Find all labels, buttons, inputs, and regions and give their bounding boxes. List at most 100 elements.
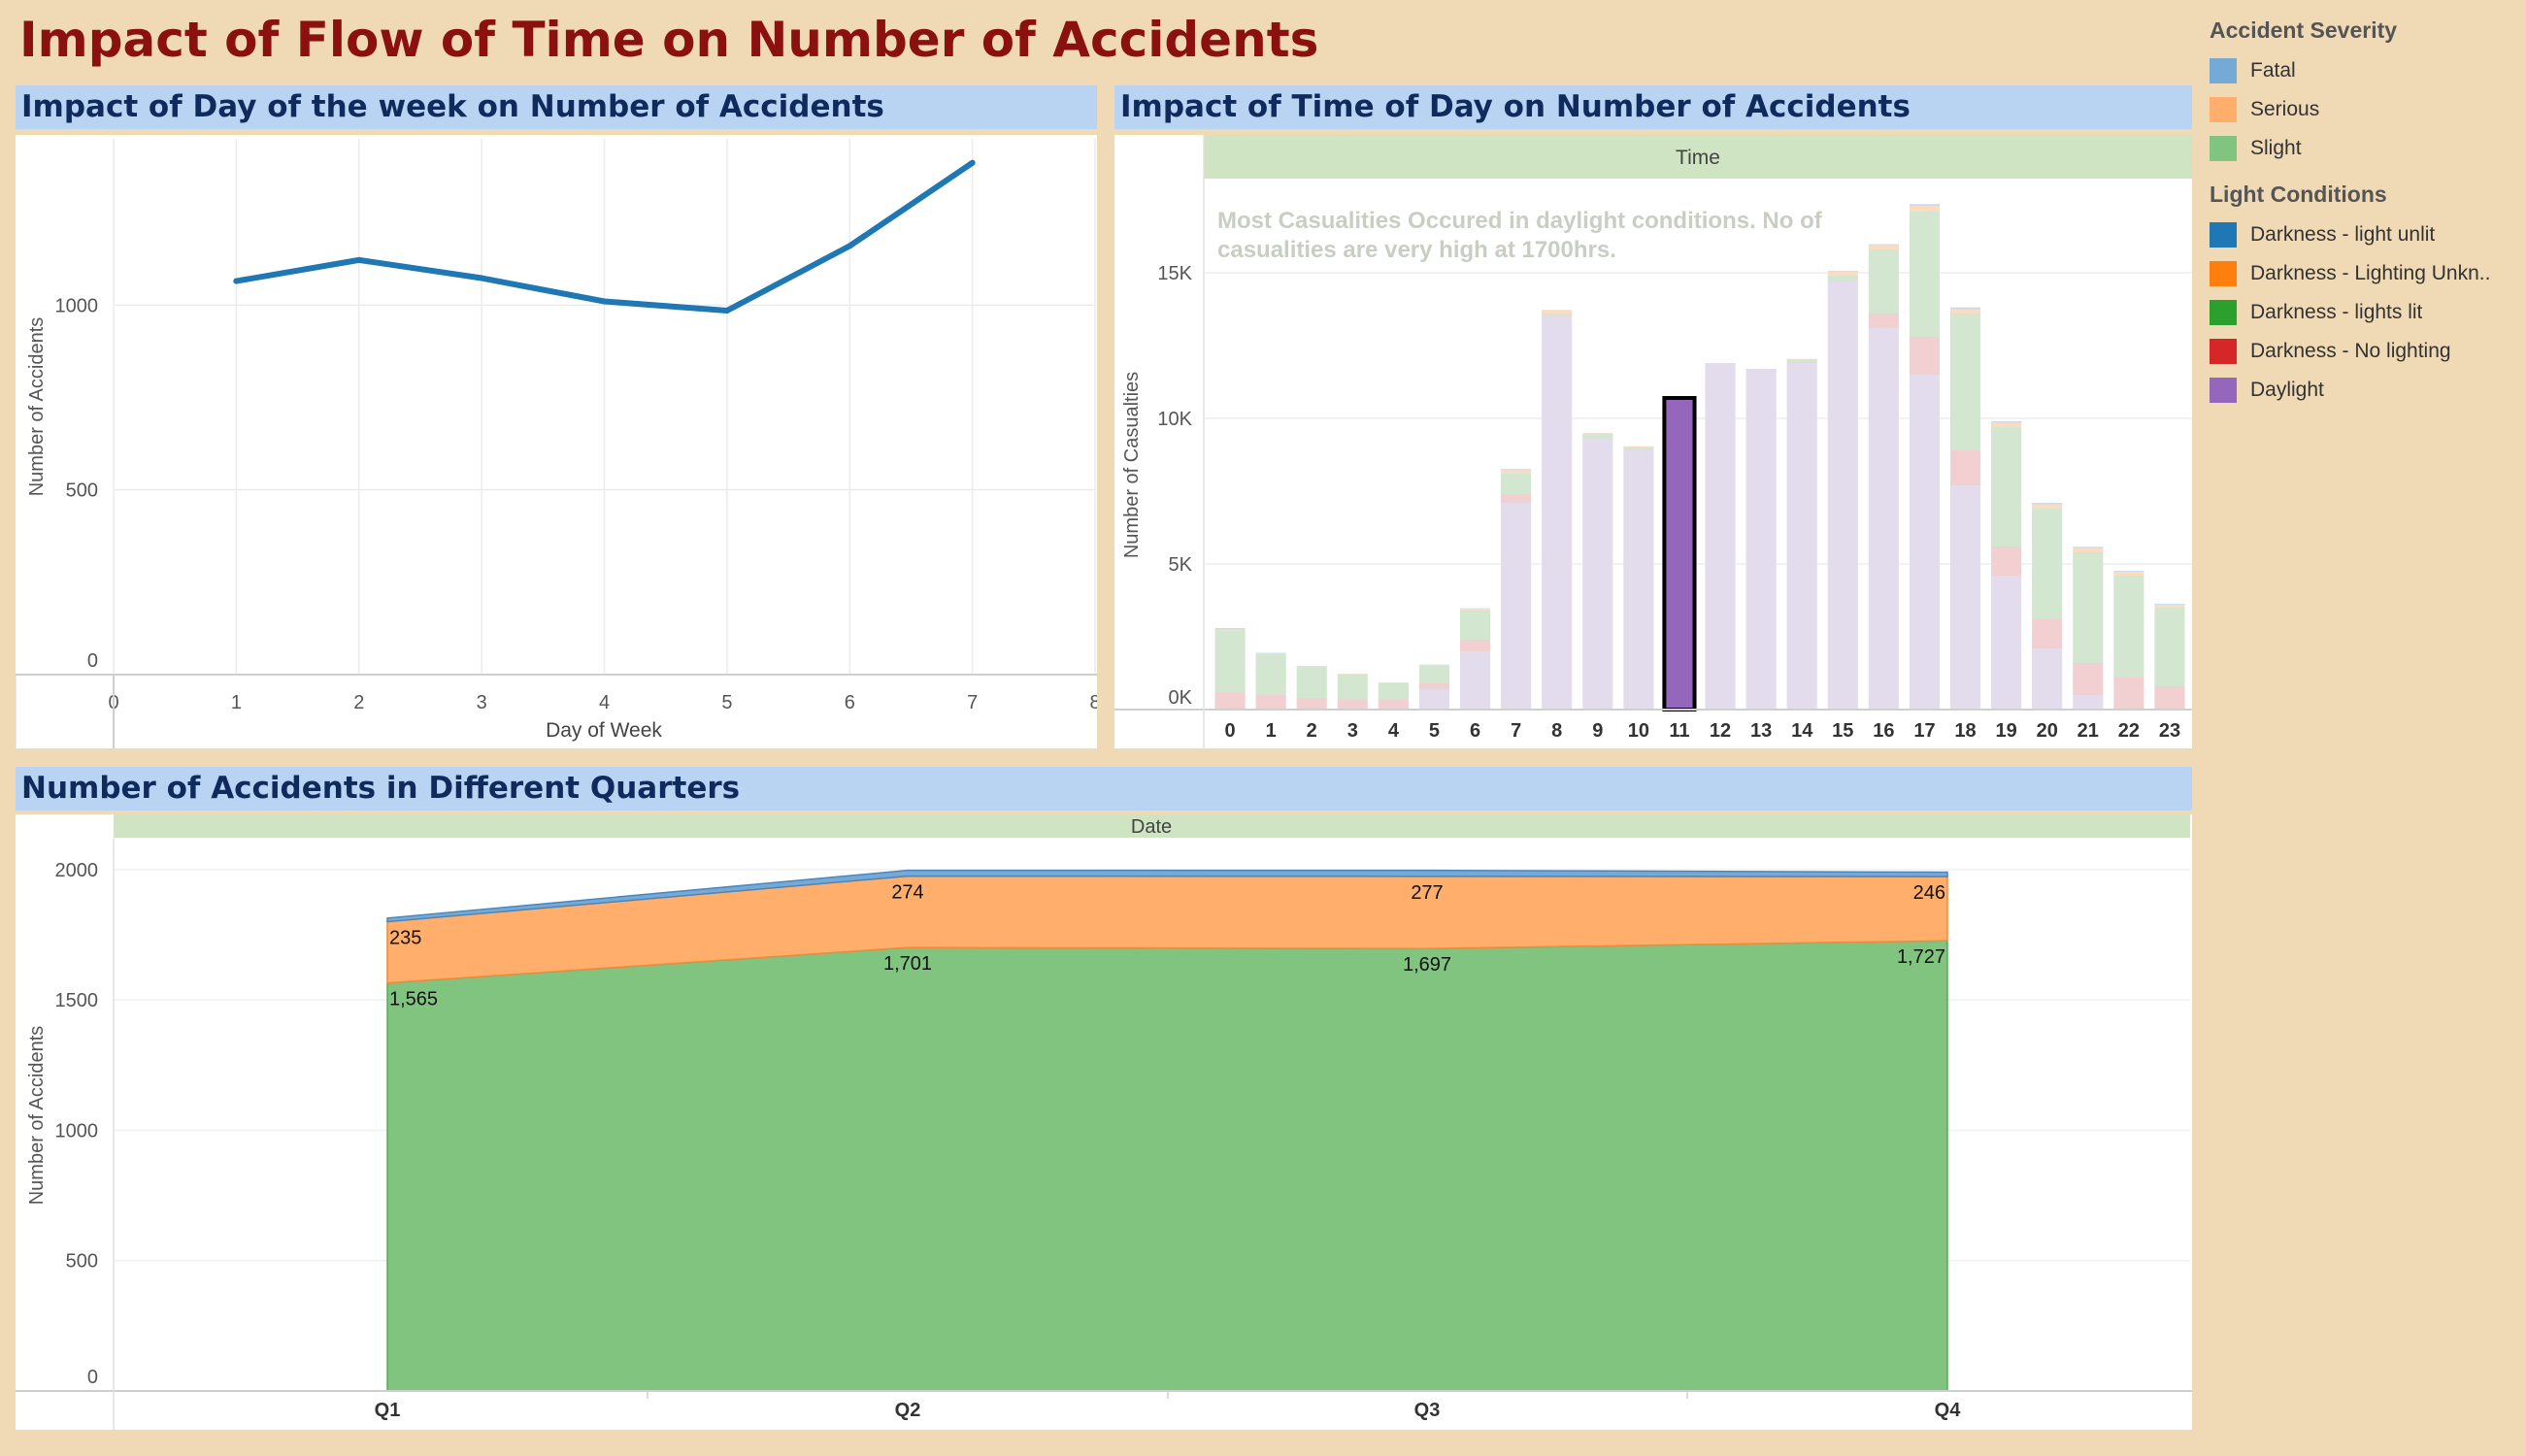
legend-item-darkness-lights-lit[interactable]: Darkness - lights lit (2210, 293, 2520, 332)
bar-segment-darkness-light-unlit (1827, 270, 1858, 272)
bar-segment-darkness-no-lighting (1214, 692, 1246, 710)
bar-segment-darkness-lighting-unknown (1542, 311, 1573, 314)
legend-swatch-daylight (2210, 378, 2237, 403)
bar-segment-darkness-light-unlit (1868, 244, 1899, 246)
x-tick-label: 11 (1669, 720, 1689, 742)
data-label-slight: 1,727 (1897, 946, 1945, 968)
y-axis-title: Number of Accidents (26, 1026, 48, 1206)
legend-item-slight[interactable]: Slight (2210, 129, 2520, 168)
plot-background (16, 135, 1097, 748)
legend-swatch-serious (2210, 97, 2237, 122)
line-point (969, 159, 976, 166)
bar-segment-darkness-lights-lit (1296, 667, 1327, 698)
bar-segment-darkness-lights-lit (1623, 447, 1654, 450)
line-point (601, 298, 608, 305)
bar-segment-darkness-light-unlit (1296, 666, 1327, 667)
bar-segment-darkness-light-unlit (2154, 604, 2185, 605)
x-tick-label: 12 (1710, 720, 1731, 742)
legend-item-darkness-no-lighting[interactable]: Darkness - No lighting (2210, 332, 2520, 371)
bar-segment-darkness-light-unlit (1255, 652, 1286, 654)
bar-segment-darkness-no-lighting (1949, 450, 1981, 485)
quarters-panel-title: Number of Accidents in Different Quarter… (16, 767, 2192, 811)
y-tick-label: 2000 (55, 860, 99, 881)
x-tick-label: 3 (1347, 720, 1358, 742)
bar-segment-darkness-lighting-unknown (1868, 245, 1899, 249)
bar-segment-darkness-no-lighting (1418, 683, 1450, 689)
bar-segment-darkness-lights-lit (2113, 576, 2144, 678)
bar-segment-daylight (1501, 503, 1532, 710)
bar-segment-darkness-no-lighting (1296, 698, 1327, 710)
x-tick-label: Q3 (1414, 1400, 1441, 1421)
area-fatal (386, 869, 1948, 923)
legend-label: Darkness - light unlit (2250, 223, 2436, 246)
bar-segment-darkness-no-lighting (2154, 686, 2185, 710)
data-label-serious: 235 (389, 928, 421, 949)
x-tick-label: 18 (1954, 720, 1976, 742)
legend-item-darkness-light-unlit[interactable]: Darkness - light unlit (2210, 215, 2520, 254)
bar-segment-daylight (2073, 695, 2104, 710)
bar-segment-daylight (1909, 375, 1941, 710)
bar-segment-darkness-lighting-unknown (2154, 605, 2185, 608)
bar-segment-daylight (2032, 648, 2063, 710)
data-label-serious: 277 (1411, 882, 1443, 904)
bar-segment-darkness-lights-lit (1582, 434, 1613, 439)
bar-segment-darkness-no-lighting (1459, 640, 1491, 651)
bar-segment-darkness-lights-lit (1459, 611, 1491, 640)
date-header-band (114, 814, 2190, 838)
y-tick-label: 0K (1169, 687, 1193, 709)
bar-segment-darkness-lights-lit (1418, 666, 1450, 683)
legend-label: Daylight (2250, 379, 2324, 401)
y-axis-title: Number of Casualties (1121, 372, 1143, 558)
legend-swatch-slight (2210, 136, 2237, 161)
y-tick-label: 10K (1157, 409, 1192, 430)
bar-segment-darkness-lighting-unknown (2073, 547, 2104, 552)
bar-segment-darkness-lights-lit (1909, 212, 1941, 337)
x-tick-label: 19 (1996, 720, 2017, 742)
data-label-slight: 1,701 (883, 953, 932, 975)
y-tick-label: 5K (1169, 554, 1193, 576)
x-tick-label: 8 (1089, 692, 1097, 713)
date-header-label: Date (1131, 816, 1172, 838)
bar-segment-darkness-lights-lit (1827, 276, 1858, 281)
x-tick-label: 17 (1913, 720, 1935, 742)
legend-label: Fatal (2250, 59, 2296, 82)
bar-segment-darkness-lights-lit (1378, 683, 1409, 700)
bar-segment-daylight (1991, 576, 2022, 710)
bar-segment-darkness-no-lighting (1991, 546, 2022, 576)
legend-item-daylight[interactable]: Daylight (2210, 371, 2520, 410)
time-header-band (1204, 135, 2192, 179)
bar-segment-darkness-light-unlit (2073, 546, 2104, 548)
x-tick-label: Q1 (375, 1400, 401, 1421)
legend-swatch-darkness-lighting-unknown (2210, 261, 2237, 286)
x-tick-label: 5 (1429, 720, 1440, 742)
bar-segment-darkness-no-lighting (1255, 695, 1286, 710)
quarters-area-chart: Date 0 500 1000 1500 2000 1,565 1,701 1,697 1,727… (16, 814, 2192, 1430)
bar-segment-darkness-light-unlit (1459, 608, 1491, 610)
bar-segment-darkness-lighting-unknown (1255, 653, 1286, 654)
data-label-slight: 1,697 (1403, 954, 1451, 976)
x-tick-label: 6 (845, 692, 855, 713)
bar-segment-darkness-lighting-unknown (1582, 433, 1613, 435)
dashboard-title: Impact of Flow of Time on Number of Acci… (19, 12, 1319, 68)
annotation-text: Most Casualities Occured in daylight con… (1217, 208, 1823, 263)
x-tick-label: 4 (599, 692, 610, 713)
bar-segment-darkness-no-lighting (2113, 678, 2144, 710)
legend-item-serious[interactable]: Serious (2210, 90, 2520, 129)
bar-segment-daylight (1542, 316, 1573, 710)
y-tick-label: 500 (66, 480, 98, 502)
x-tick-label: 16 (1873, 720, 1894, 742)
bar-segment-darkness-lighting-unknown (1786, 359, 1817, 360)
bar-segment-darkness-light-unlit (1542, 310, 1573, 311)
bar-segment-darkness-lights-lit (1991, 427, 2022, 546)
legend-item-fatal[interactable]: Fatal (2210, 51, 2520, 90)
data-label-serious: 274 (891, 882, 923, 904)
legend-item-darkness-lighting-unknown[interactable]: Darkness - Lighting Unkn.. (2210, 254, 2520, 293)
bar-segment-darkness-lighting-unknown (1827, 271, 1858, 276)
bar-segment-daylight (1827, 281, 1858, 710)
x-tick-label: 7 (967, 692, 978, 713)
bar-segment-darkness-lighting-unknown (2032, 504, 2063, 509)
legend-panel: Accident Severity Fatal Serious Slight L… (2210, 17, 2520, 410)
bar-segment-darkness-lights-lit (1949, 314, 1981, 450)
x-tick-label: 0 (1224, 720, 1235, 742)
